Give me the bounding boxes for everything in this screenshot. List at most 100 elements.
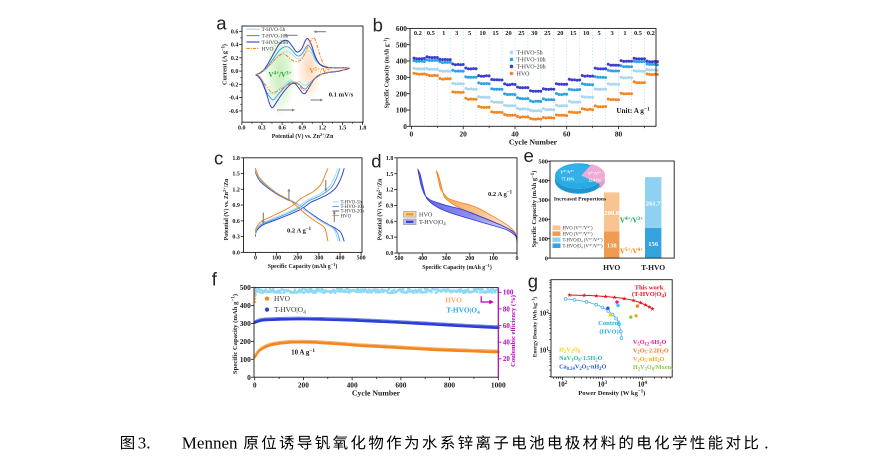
svg-text:0.3: 0.3: [258, 125, 266, 131]
svg-text:Cycle Number: Cycle Number: [352, 388, 401, 397]
svg-text:20: 20: [503, 355, 511, 363]
svg-text:-0.6: -0.6: [229, 109, 239, 115]
svg-text:200: 200: [538, 217, 548, 224]
svg-text:V5+​/V4+​: V5+​/V4+​: [620, 247, 643, 255]
svg-text:f: f: [212, 269, 218, 290]
svg-text:T-HVO-5h: T-HVO-5h: [341, 201, 363, 206]
svg-text:1.2: 1.2: [232, 187, 240, 193]
svg-text:T-HVO-20h: T-HVO-20h: [262, 40, 289, 46]
svg-text:60: 60: [503, 322, 511, 330]
svg-text:1: 1: [623, 30, 626, 37]
svg-text:0.2: 0.2: [647, 30, 655, 37]
svg-text:25: 25: [518, 30, 524, 37]
svg-text:0: 0: [516, 256, 519, 262]
svg-text:100: 100: [489, 256, 498, 262]
svg-text:Potential (V) vs. Zn2+​/Zn: Potential (V) vs. Zn2+​/Zn: [272, 132, 334, 140]
svg-text:0.6: 0.6: [231, 29, 239, 35]
svg-text:20: 20: [459, 130, 467, 139]
svg-text:-0.2: -0.2: [229, 82, 239, 88]
svg-text:200: 200: [293, 256, 302, 262]
svg-text:0.0: 0.0: [232, 251, 240, 257]
svg-text:T-HVO|O4​: T-HVO|O4​: [419, 219, 446, 227]
svg-text:400: 400: [418, 256, 427, 262]
svg-text:300: 300: [240, 319, 251, 328]
svg-text:1000: 1000: [491, 380, 506, 389]
svg-text:200: 200: [465, 256, 474, 262]
svg-text:30: 30: [531, 30, 537, 37]
svg-text:15: 15: [570, 30, 576, 37]
svg-text:0: 0: [403, 122, 407, 131]
svg-text:500: 500: [396, 40, 407, 49]
svg-text:200: 200: [298, 380, 309, 389]
svg-text:This work: This work: [635, 284, 664, 291]
svg-text:Energy Density (Wh kg−1​): Energy Density (Wh kg−1​): [531, 297, 539, 357]
svg-text:Control: Control: [598, 320, 620, 327]
svg-text:300: 300: [442, 256, 451, 262]
svg-text:Mennen: Mennen: [182, 433, 238, 452]
svg-text:V4+​/V3+​: V4+​/V3+​: [268, 71, 291, 79]
svg-text:10: 10: [583, 30, 589, 37]
svg-text:.: .: [764, 433, 768, 452]
svg-text:200: 200: [240, 337, 251, 346]
svg-text:0: 0: [410, 130, 414, 139]
svg-text:500: 500: [357, 256, 366, 262]
svg-text:800: 800: [444, 380, 455, 389]
svg-text:Potential (V) vs. Zn2+​/Zn: Potential (V) vs. Zn2+​/Zn: [222, 178, 230, 240]
svg-text:V5+​/V4+​: V5+​/V4+​: [309, 67, 332, 75]
svg-text:20: 20: [505, 30, 511, 37]
svg-text:100: 100: [503, 289, 514, 297]
svg-text:Ca0.24​V2​O5​·nH2​O: Ca0.24​V2​O5​·nH2​O: [559, 364, 606, 372]
svg-text:80: 80: [503, 305, 511, 313]
svg-text:1.5: 1.5: [232, 172, 240, 178]
svg-text:3.: 3.: [138, 433, 151, 452]
svg-text:Specific Capacity (mAh g−1​): Specific Capacity (mAh g−1​): [422, 263, 492, 271]
svg-text:0: 0: [247, 373, 251, 382]
svg-text:1.8: 1.8: [386, 156, 394, 162]
svg-text:V5​O12​·6H2​O: V5​O12​·6H2​O: [633, 339, 667, 347]
svg-text:0: 0: [254, 256, 257, 262]
svg-text:600: 600: [396, 24, 407, 33]
svg-text:400: 400: [240, 301, 251, 310]
svg-text:300: 300: [396, 73, 407, 82]
svg-text:200: 200: [396, 89, 407, 98]
svg-text:0.5: 0.5: [634, 30, 642, 37]
svg-text:5: 5: [468, 30, 471, 37]
svg-text:0.6: 0.6: [232, 219, 240, 225]
svg-text:T-HVO-10h: T-HVO-10h: [341, 205, 365, 210]
svg-text:500: 500: [395, 256, 404, 262]
svg-text:0.3: 0.3: [386, 235, 394, 241]
svg-text:100: 100: [272, 256, 281, 262]
svg-text:10 A g−1​: 10 A g−1​: [291, 348, 315, 356]
svg-text:Specific Capacity (mAh g−1​): Specific Capacity (mAh g−1​): [531, 171, 538, 248]
svg-text:25: 25: [544, 30, 550, 37]
svg-text:Current (A g−1​): Current (A g−1​): [221, 44, 228, 85]
svg-text:HVO: HVO: [603, 263, 620, 272]
svg-text:3: 3: [455, 30, 458, 37]
svg-text:500: 500: [240, 283, 251, 292]
svg-text:HVO (V4+​/V3+​): HVO (V4+​/V3+​): [563, 231, 593, 238]
svg-text:138: 138: [607, 243, 618, 250]
svg-text:20: 20: [557, 30, 563, 37]
svg-text:261.7: 261.7: [646, 201, 662, 208]
svg-text:V4+​/V3+​: V4+​/V3+​: [620, 216, 643, 224]
svg-text:0: 0: [545, 255, 548, 262]
svg-text:Unit: A g−1​: Unit: A g−1​: [616, 106, 650, 115]
svg-text:1.5: 1.5: [339, 125, 347, 131]
svg-text:(T-HVO|O4​): (T-HVO|O4​): [632, 291, 666, 300]
svg-text:T-HVO-10h: T-HVO-10h: [262, 34, 289, 40]
svg-text:-0.4: -0.4: [229, 96, 239, 102]
svg-text:100: 100: [396, 106, 407, 115]
svg-text:T-HVO: T-HVO: [641, 263, 665, 272]
svg-text:0.0: 0.0: [386, 251, 394, 257]
svg-text:400: 400: [538, 178, 548, 185]
svg-text:0.6: 0.6: [386, 219, 394, 225]
svg-text:HVO: HVO: [445, 296, 462, 305]
svg-text:100: 100: [240, 355, 251, 364]
svg-text:HVO (V5+​/V4+​): HVO (V5+​/V4+​): [563, 225, 593, 232]
svg-text:60: 60: [563, 130, 571, 139]
svg-text:22.81%: 22.81%: [589, 178, 602, 182]
svg-text:Specific Capacity (mAh g−1​): Specific Capacity (mAh g−1​): [382, 38, 390, 109]
svg-text:H2​V3​O8​/Mxene: H2​V3​O8​/Mxene: [633, 364, 674, 372]
svg-text:0.2: 0.2: [231, 56, 239, 62]
svg-text:1.8: 1.8: [359, 125, 367, 131]
